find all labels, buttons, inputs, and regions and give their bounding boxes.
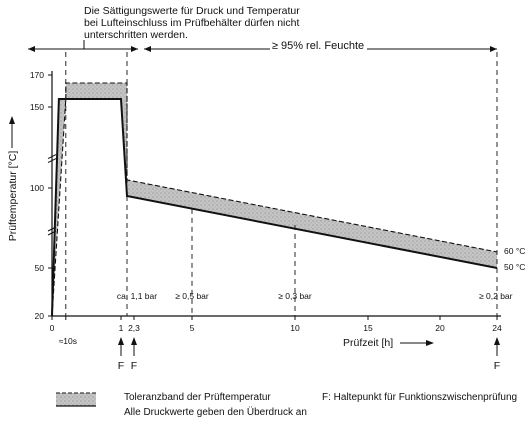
humidity-label: ≥ 95% rel. Feuchte bbox=[272, 40, 364, 52]
series-line-lower bbox=[51, 98, 498, 317]
series-layer bbox=[51, 82, 498, 317]
note-bracket-arrow-left bbox=[28, 46, 35, 52]
x-axis-title: Prüfzeit [h] bbox=[343, 337, 393, 349]
x-tick-label-6: 20 bbox=[435, 323, 445, 333]
y-tick-label-150: 150 bbox=[30, 102, 44, 112]
x-tick-label-4: 10 bbox=[290, 323, 300, 333]
y-tick-label-20: 20 bbox=[35, 311, 45, 321]
legend-band-label: Toleranzband der Prüftemperatur bbox=[124, 392, 271, 403]
hold-point-arrow-head-0 bbox=[118, 337, 124, 345]
legend-hold-point: F: Haltepunkt für Funktionszwischenprüfu… bbox=[322, 392, 518, 403]
pressure-label-0: ca. 1,1 bar bbox=[117, 291, 157, 301]
annotations: 60 °C 50 °C ca. 1,1 bar ≥ 0,5 bar ≥ 0,3 bar ≥… bbox=[117, 246, 525, 372]
static-marks bbox=[28, 40, 497, 52]
y-tick-label-50: 50 bbox=[35, 263, 45, 273]
tolerance-band bbox=[52, 83, 497, 316]
y-axis-break bbox=[47, 154, 57, 160]
hold-point-arrow-head-1 bbox=[131, 337, 137, 345]
x-tick-label-1: 1 bbox=[119, 323, 124, 333]
y-title-arrow-head bbox=[9, 116, 15, 124]
legend-pressure-note: Alle Druckwerte geben den Überdruck an bbox=[124, 407, 307, 418]
y-tick-label-170: 170 bbox=[30, 70, 44, 80]
saturation-note-line-2: bei Lufteinschluss im Prüfbehälter dürfe… bbox=[84, 17, 299, 29]
hold-point-label-1: F bbox=[131, 360, 137, 372]
saturation-note-line-1: Die Sättigungswerte für Druck und Temper… bbox=[84, 5, 300, 17]
series-label-lower: 50 °C bbox=[504, 262, 525, 272]
axes: 20 50 100 150 170 0 1 2,3 5 10 15 20 24 ≈10s bbox=[9, 70, 502, 346]
legend-band-swatch bbox=[56, 392, 96, 407]
note-bracket-arrow-right bbox=[131, 46, 138, 52]
y-axis-title: Prüftemperatur [°C] bbox=[7, 151, 19, 242]
saturation-note-line-3: unterschritten werden. bbox=[84, 29, 188, 41]
pressure-label-3: ≥ 0,2 bar bbox=[479, 291, 513, 301]
x-title-arrow-head bbox=[426, 340, 434, 346]
x-tick-label-2: 2,3 bbox=[128, 323, 140, 333]
x-tick-label-3: 5 bbox=[190, 323, 195, 333]
tolerance-band-layer bbox=[52, 83, 497, 316]
pressure-label-2: ≥ 0,3 bar bbox=[278, 291, 312, 301]
hold-point-label-2: F bbox=[494, 360, 500, 372]
x-sub-label: ≈10s bbox=[59, 336, 77, 346]
humidity-arrow-right-head bbox=[490, 46, 497, 52]
x-tick-label-7: 24 bbox=[492, 323, 502, 333]
x-tick-label-0: 0 bbox=[50, 323, 55, 333]
guide-lines bbox=[65, 52, 498, 316]
series-line-upper bbox=[51, 82, 498, 317]
hold-point-label-0: F bbox=[118, 360, 124, 372]
x-tick-label-5: 15 bbox=[363, 323, 373, 333]
y-axis-break bbox=[47, 158, 57, 164]
y-axis-break bbox=[47, 226, 57, 232]
y-axis-break bbox=[47, 230, 57, 236]
hold-point-arrow-head-2 bbox=[494, 337, 500, 345]
series-label-upper: 60 °C bbox=[504, 246, 525, 256]
pressure-label-1: ≥ 0,5 bar bbox=[175, 291, 209, 301]
y-tick-label-100: 100 bbox=[30, 183, 44, 193]
humidity-arrow-left-head bbox=[144, 46, 151, 52]
